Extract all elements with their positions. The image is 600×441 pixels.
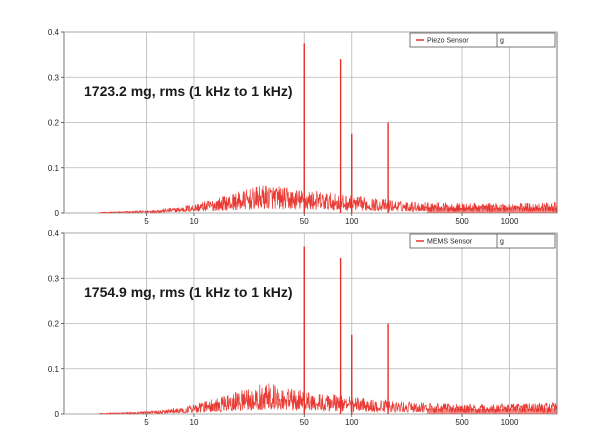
noise-floor-series — [99, 185, 558, 214]
x-tick-label: 5 — [144, 418, 149, 427]
piezo-spectrum-panel: 0 0.1 0.2 0.3 0.4 5 10 50 100 500 1000 1723.2 mg,… — [48, 28, 558, 226]
x-tick-label: 500 — [455, 217, 469, 226]
y-axis: 0 0.1 0.2 0.3 0.4 — [48, 28, 64, 218]
noise-trace — [98, 383, 558, 415]
rms-annotation: 1723.2 mg, rms (1 kHz to 1 kHz) — [84, 83, 293, 99]
y-tick-label: 0.4 — [48, 28, 60, 37]
peak-series — [303, 246, 389, 414]
y-tick-label: 0.1 — [48, 164, 60, 173]
legend-box — [409, 32, 556, 48]
y-tick-label: 0.4 — [48, 229, 60, 238]
x-tick-label: 50 — [300, 418, 309, 427]
x-tick-label: 100 — [345, 418, 359, 427]
rms-annotation: 1754.9 mg, rms (1 kHz to 1 kHz) — [84, 284, 293, 300]
legend-box — [409, 233, 556, 249]
noise-trace — [99, 185, 558, 214]
noise-floor-series — [98, 383, 558, 415]
x-tick-label: 10 — [190, 418, 199, 427]
peak-series — [303, 43, 389, 213]
x-tick-label: 10 — [190, 217, 199, 226]
y-tick-label: 0.3 — [48, 274, 60, 283]
x-tick-label: 5 — [144, 217, 149, 226]
y-tick-label: 0 — [55, 209, 60, 218]
legend-label: MEMS Sensor — [427, 239, 473, 246]
x-tick-label: 500 — [455, 418, 469, 427]
x-axis: 5 10 50 100 500 1000 — [144, 414, 519, 427]
noise-band — [427, 207, 557, 213]
y-axis: 0 0.1 0.2 0.3 0.4 — [48, 229, 64, 419]
legend: Piezo Sensor g — [409, 32, 556, 48]
y-tick-label: 0.1 — [48, 365, 60, 374]
noise-band — [427, 408, 557, 414]
x-tick-label: 1000 — [501, 418, 519, 427]
legend: MEMS Sensor g — [409, 233, 556, 249]
y-tick-label: 0.2 — [48, 119, 60, 128]
y-tick-label: 0.2 — [48, 320, 60, 329]
mems-spectrum-panel: 0 0.1 0.2 0.3 0.4 5 10 50 100 500 1000 1754.9 mg,… — [48, 229, 558, 427]
y-tick-label: 0 — [55, 410, 60, 419]
x-tick-label: 100 — [345, 217, 359, 226]
x-tick-label: 1000 — [501, 217, 519, 226]
x-tick-label: 50 — [300, 217, 309, 226]
y-tick-label: 0.3 — [48, 73, 60, 82]
x-axis: 5 10 50 100 500 1000 — [144, 213, 519, 226]
legend-label: Piezo Sensor — [427, 38, 469, 45]
legend-unit: g — [500, 239, 504, 246]
legend-unit: g — [500, 38, 504, 45]
